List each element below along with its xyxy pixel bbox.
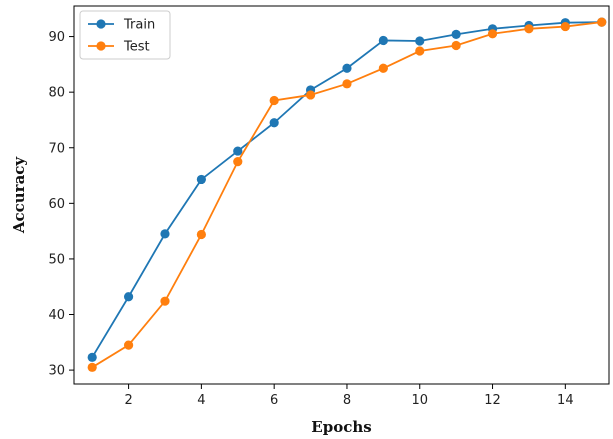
data-point-test	[87, 362, 97, 372]
legend-marker	[96, 41, 106, 51]
data-point-test	[415, 46, 425, 56]
legend-item-train: Train	[88, 18, 155, 33]
data-point-train	[123, 292, 134, 302]
x-tick-label: 8	[343, 393, 351, 408]
y-tick-label: 90	[48, 30, 65, 45]
data-point-test	[342, 79, 352, 89]
series-test	[87, 17, 607, 372]
data-point-test	[487, 29, 498, 39]
data-point-test	[597, 17, 607, 27]
x-axis-ticks: 2 4 6 8 10 12 14	[124, 384, 574, 408]
data-point-test	[305, 90, 316, 100]
y-tick-label: 80	[48, 86, 65, 101]
data-point-test	[160, 296, 170, 306]
series-train	[87, 17, 607, 362]
data-point-test	[196, 229, 206, 240]
axes-frame	[73, 5, 610, 385]
data-point-train	[342, 63, 352, 73]
data-point-train	[269, 118, 279, 128]
data-point-train	[160, 229, 170, 239]
data-point-train	[415, 36, 425, 46]
y-tick-label: 50	[48, 252, 65, 267]
y-axis-ticks: 30 40 50 60 70 80 90	[48, 30, 74, 379]
data-point-train	[378, 35, 388, 46]
legend-label: Test	[123, 40, 150, 55]
data-point-test	[560, 21, 570, 32]
x-tick-label: 4	[197, 393, 205, 408]
y-tick-label: 40	[48, 308, 65, 323]
x-tick-label: 2	[124, 393, 132, 408]
x-tick-label: 14	[557, 393, 574, 408]
series-layer	[87, 17, 607, 372]
data-point-test	[524, 24, 534, 34]
data-point-test	[451, 40, 461, 51]
data-point-test	[233, 157, 243, 167]
legend-marker	[96, 19, 106, 29]
legend: Train Test	[79, 10, 171, 60]
data-point-train	[87, 352, 97, 362]
data-point-test	[269, 95, 279, 106]
x-tick-label: 10	[411, 393, 428, 408]
x-axis-label: Epochs	[311, 418, 371, 436]
y-tick-label: 60	[48, 197, 65, 212]
data-point-test	[378, 63, 388, 73]
y-axis-label: Accuracy	[10, 156, 28, 235]
y-tick-label: 70	[48, 141, 65, 156]
x-tick-label: 6	[270, 393, 278, 408]
data-point-train	[451, 29, 461, 39]
y-tick-label: 30	[48, 364, 65, 379]
data-point-train	[233, 146, 243, 156]
data-point-train	[196, 174, 206, 185]
data-point-test	[123, 340, 134, 350]
x-tick-label: 12	[484, 393, 501, 408]
legend-label: Train	[123, 18, 155, 33]
legend-item-test: Test	[88, 40, 150, 55]
